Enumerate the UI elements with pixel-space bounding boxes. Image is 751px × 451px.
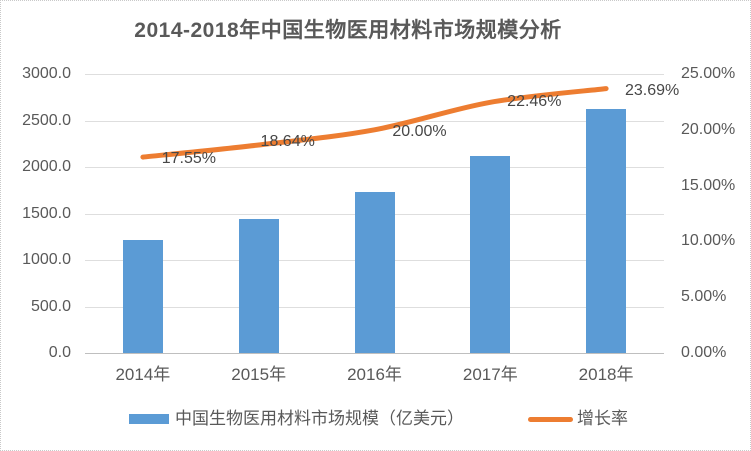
y-axis-right-tick: 15.00% — [681, 176, 736, 194]
bar-2018年 — [586, 109, 627, 353]
legend-item-growth-rate: 增长率 — [528, 408, 628, 430]
y-axis-right-tick: 25.00% — [681, 65, 736, 82]
y-axis-left-tick: 1500.0 — [22, 204, 71, 222]
chart-title: 2014-2018年中国生物医用材料市场规模分析 — [134, 19, 562, 42]
y-axis-left-tick: 0.0 — [48, 344, 71, 361]
y-axis-left-tick: 3000.0 — [22, 65, 71, 82]
x-axis-tick: 2014年 — [115, 365, 171, 384]
line-series-swatch — [528, 416, 573, 422]
bar-series-swatch — [129, 414, 169, 424]
growth-rate-label: 22.46% — [507, 93, 562, 111]
y-axis-right-tick: 5.00% — [681, 288, 727, 306]
y-axis-right-tick: 20.00% — [681, 120, 736, 138]
gridline — [85, 74, 664, 75]
y-axis-left-tick: 2500.0 — [22, 111, 71, 129]
bar-2017年 — [470, 155, 511, 353]
y-axis-right-tick: 10.00% — [681, 232, 736, 250]
gridline — [85, 120, 664, 122]
legend-item-market-size: 中国生物医用材料市场规模（亿美元） — [129, 408, 464, 430]
y-axis-right-tick: 0.00% — [681, 344, 727, 361]
y-axis-left-tick: 500.0 — [30, 297, 71, 315]
y-axis-left-tick: 1000.0 — [22, 251, 71, 268]
legend-label-market-size: 中国生物医用材料市场规模（亿美元） — [175, 409, 464, 428]
bar-2015年 — [238, 218, 279, 353]
bar-2014年 — [122, 240, 163, 353]
gridline — [85, 167, 664, 168]
x-axis-tick: 2018年 — [578, 365, 634, 384]
x-axis-tick: 2017年 — [462, 365, 518, 384]
plot-area — [85, 74, 664, 354]
x-axis-tick: 2015年 — [231, 365, 287, 384]
bar-2016年 — [354, 192, 395, 353]
y-axis-left-tick: 2000.0 — [22, 158, 71, 175]
growth-rate-label: 20.00% — [392, 122, 447, 140]
growth-rate-label: 17.55% — [161, 150, 217, 168]
legend-label-growth-rate: 增长率 — [577, 409, 628, 428]
x-axis-tick: 2016年 — [347, 365, 402, 384]
growth-rate-label: 18.64% — [260, 132, 315, 150]
growth-rate-label: 23.69% — [624, 81, 680, 99]
x-axis-line — [85, 353, 664, 354]
